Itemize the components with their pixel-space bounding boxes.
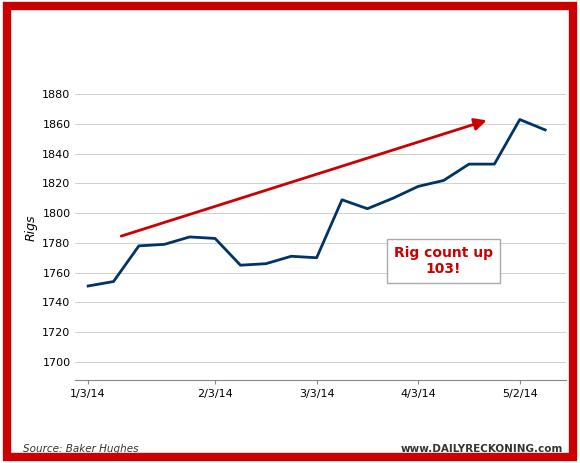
Text: www.DAILYRECKONING.com: www.DAILYRECKONING.com (400, 444, 563, 454)
Y-axis label: Rigs: Rigs (25, 215, 38, 241)
Text: Rig count up
103!: Rig count up 103! (394, 246, 493, 276)
Text: Source: Baker Hughes: Source: Baker Hughes (23, 444, 139, 454)
Text: “RIGS” On The Move in 2014!: “RIGS” On The Move in 2014! (31, 31, 379, 51)
